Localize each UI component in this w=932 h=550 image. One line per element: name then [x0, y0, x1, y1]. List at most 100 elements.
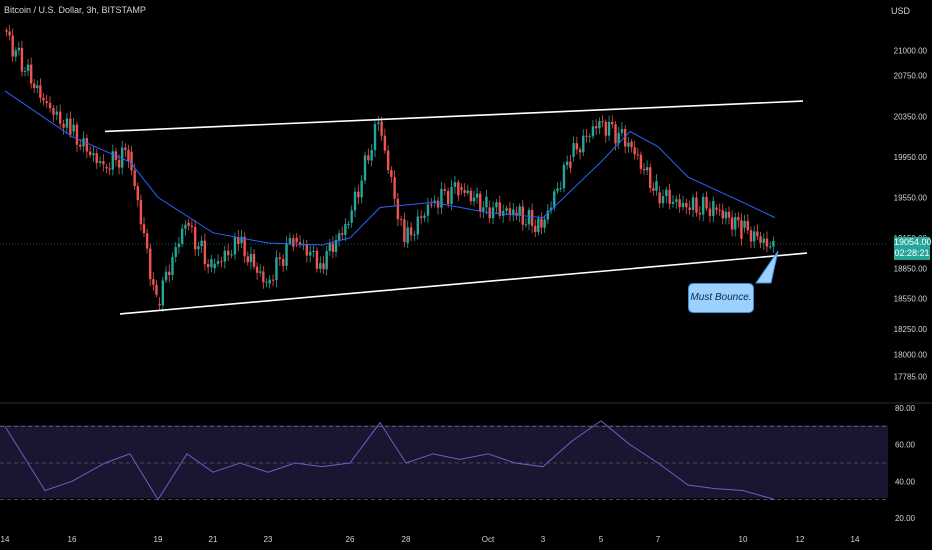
- candle-body: [658, 192, 661, 204]
- candle-body: [20, 47, 24, 72]
- candle-body: [152, 279, 155, 285]
- candle-body: [578, 149, 582, 153]
- candle-body: [649, 167, 652, 188]
- candle-body: [145, 233, 149, 249]
- candle-body: [8, 31, 11, 36]
- candle-body: [124, 147, 127, 151]
- candle-body: [155, 284, 158, 295]
- candle-body: [515, 212, 518, 215]
- candle-body: [423, 215, 426, 218]
- candle-body: [527, 209, 531, 225]
- candle-body: [216, 261, 220, 264]
- candle-body: [715, 207, 718, 210]
- candle-body: [184, 224, 187, 229]
- candle-body: [85, 138, 89, 152]
- candle-body: [95, 153, 98, 163]
- time-tick-label: Oct: [482, 535, 495, 544]
- candle-body: [271, 279, 275, 281]
- candle-body: [136, 186, 139, 200]
- candle-body: [26, 64, 30, 71]
- candle-body: [127, 150, 130, 161]
- candle-body: [534, 225, 537, 232]
- candle-body: [665, 189, 668, 197]
- candle-body: [582, 135, 585, 153]
- candle-body: [158, 303, 161, 306]
- candle-body: [386, 150, 390, 171]
- candle-body: [36, 85, 39, 89]
- candle-body: [249, 253, 253, 263]
- candle-body: [130, 151, 133, 171]
- candle-body: [463, 190, 466, 193]
- candle-body: [177, 243, 181, 248]
- callout-pointer: [755, 250, 779, 284]
- candle-body: [727, 211, 731, 218]
- candle-body: [328, 243, 331, 251]
- candle-body: [546, 210, 550, 220]
- time-tick-label: 10: [739, 535, 748, 544]
- candle-body: [740, 220, 743, 239]
- time-tick-label: 19: [154, 535, 163, 544]
- candle-body: [639, 154, 643, 169]
- candle-body: [180, 228, 184, 244]
- candle-body: [58, 111, 62, 124]
- rsi-band-background: [0, 425, 888, 498]
- candle-body: [479, 193, 482, 211]
- time-tick-label: 16: [68, 535, 77, 544]
- rsi-tick-label: 80.00: [895, 404, 916, 413]
- time-tick-label: 3: [541, 535, 546, 544]
- candle-body: [718, 209, 721, 211]
- candle-body: [213, 263, 216, 269]
- candle-body: [537, 218, 540, 232]
- candle-body: [23, 70, 27, 72]
- candle-body: [588, 136, 591, 138]
- annotation-callout[interactable]: Must Bounce.: [688, 283, 754, 313]
- candle-body: [62, 123, 65, 128]
- candle-body: [187, 222, 190, 226]
- candle-body: [193, 226, 197, 250]
- candle-body: [426, 204, 430, 216]
- candle-body: [572, 143, 575, 157]
- time-tick-label: 5: [599, 535, 604, 544]
- price-tick-label: 18850.00: [894, 264, 928, 273]
- candle-body: [652, 187, 655, 191]
- candle-body: [591, 126, 595, 137]
- moving-average-line: [4, 90, 776, 246]
- rsi-tick-label: 20.00: [895, 514, 916, 523]
- candle-body: [200, 240, 203, 247]
- channel-upper-line: [104, 100, 804, 133]
- candle-body: [210, 259, 213, 268]
- candle-body: [508, 208, 512, 215]
- candle-body: [419, 216, 423, 218]
- candle-body: [604, 121, 608, 136]
- candle-body: [688, 207, 691, 211]
- candle-body: [512, 209, 515, 215]
- candle-body: [252, 253, 256, 267]
- candle-body: [42, 97, 45, 101]
- candle-body: [117, 159, 121, 168]
- candle-body: [457, 182, 460, 196]
- candle-body: [655, 181, 658, 191]
- candle-body: [322, 263, 325, 270]
- candle-body: [203, 240, 207, 265]
- price-tick-label: 20750.00: [894, 72, 928, 81]
- candle-body: [645, 167, 649, 171]
- candle-body: [601, 121, 604, 123]
- candle-body: [691, 197, 695, 211]
- candle-body: [246, 256, 249, 263]
- candle-body: [331, 243, 335, 252]
- price-tick-label: 19950.00: [894, 153, 928, 162]
- candle-body: [675, 199, 678, 202]
- candle-body: [636, 154, 639, 156]
- candle-body: [98, 161, 102, 163]
- candle-body: [440, 188, 443, 208]
- candle-body: [409, 227, 413, 236]
- candle-body: [197, 246, 200, 250]
- candle-body: [759, 236, 762, 243]
- candle-body: [416, 216, 420, 235]
- candle-body: [734, 217, 737, 230]
- candle-body: [737, 217, 740, 221]
- candle-body: [88, 151, 92, 156]
- candle-body: [292, 238, 295, 247]
- candle-body: [268, 279, 271, 284]
